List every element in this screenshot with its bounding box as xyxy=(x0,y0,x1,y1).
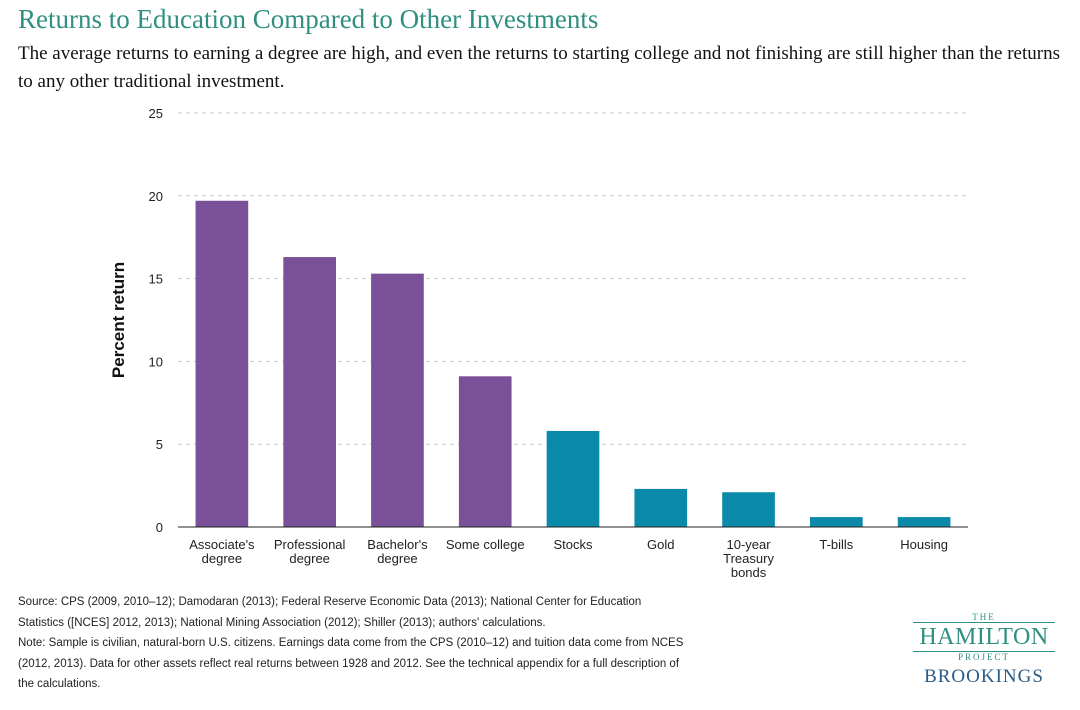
x-tick-label-line: Treasury xyxy=(723,551,774,566)
y-axis-label: Percent return xyxy=(109,262,128,378)
x-tick-label: Professional degree xyxy=(274,537,346,566)
hamilton-brookings-logo: THE HAMILTON PROJECT BROOKINGS xyxy=(906,612,1062,689)
footnotes: Source: CPS (2009, 2010–12); Damodaran (… xyxy=(18,592,688,695)
bar xyxy=(546,430,600,527)
chart-subtitle: The average returns to earning a degree … xyxy=(18,43,1060,92)
x-tick-label-line: degree xyxy=(202,551,242,566)
x-tick-label-line: Gold xyxy=(647,537,674,552)
x-tick-label-line: Professional xyxy=(274,537,346,552)
y-tick-label: 10 xyxy=(149,354,163,369)
x-tick-label-line: bonds xyxy=(731,565,767,580)
x-tick-label: Associate's degree xyxy=(189,537,255,566)
bar xyxy=(458,376,512,527)
x-tick-label-line: Associate's xyxy=(189,537,255,552)
bar xyxy=(634,488,688,527)
x-tick-label-line: T-bills xyxy=(819,537,853,552)
x-tick-label: Some college xyxy=(446,537,525,552)
x-tick-label: Housing xyxy=(900,537,948,552)
x-tick-label-line: 10-year xyxy=(727,537,772,552)
bar xyxy=(722,492,775,527)
methodology-note: Note: Sample is civilian, natural-born U… xyxy=(18,637,684,690)
logo-the: THE xyxy=(972,612,996,622)
y-tick-label: 5 xyxy=(156,437,163,452)
x-tick-label-line: Bachelor's xyxy=(367,537,428,552)
bar xyxy=(897,517,951,527)
x-tick-label-line: Some college xyxy=(446,537,525,552)
logo-hamilton: HAMILTON xyxy=(913,622,1055,652)
logo-brookings: BROOKINGS xyxy=(924,666,1044,687)
y-tick-label: 0 xyxy=(156,520,163,535)
y-tick-label: 20 xyxy=(149,189,163,204)
x-tick-label: T-bills xyxy=(819,537,853,552)
x-tick-label-line: Stocks xyxy=(553,537,593,552)
y-tick-label: 25 xyxy=(149,106,163,121)
logo-project: PROJECT xyxy=(957,652,1010,662)
x-tick-label: Gold xyxy=(647,537,674,552)
y-tick-label: 15 xyxy=(149,272,163,287)
y-axis-ticks: 0 5 10 15 20 25 xyxy=(149,106,163,535)
x-tick-label: 10-year Treasury bonds xyxy=(723,537,774,580)
x-tick-label-line: degree xyxy=(377,551,417,566)
bar xyxy=(195,200,249,527)
x-tick-label: Bachelor's degree xyxy=(367,537,428,566)
bar xyxy=(810,517,863,527)
x-tick-label: Stocks xyxy=(553,537,593,552)
x-tick-label-line: degree xyxy=(289,551,329,566)
source-note: Source: CPS (2009, 2010–12); Damodaran (… xyxy=(18,596,642,629)
bar xyxy=(371,273,424,527)
x-tick-label-line: Housing xyxy=(900,537,948,552)
bar xyxy=(283,257,336,527)
chart-title: Returns to Education Compared to Other I… xyxy=(18,4,599,34)
bars xyxy=(195,200,951,527)
